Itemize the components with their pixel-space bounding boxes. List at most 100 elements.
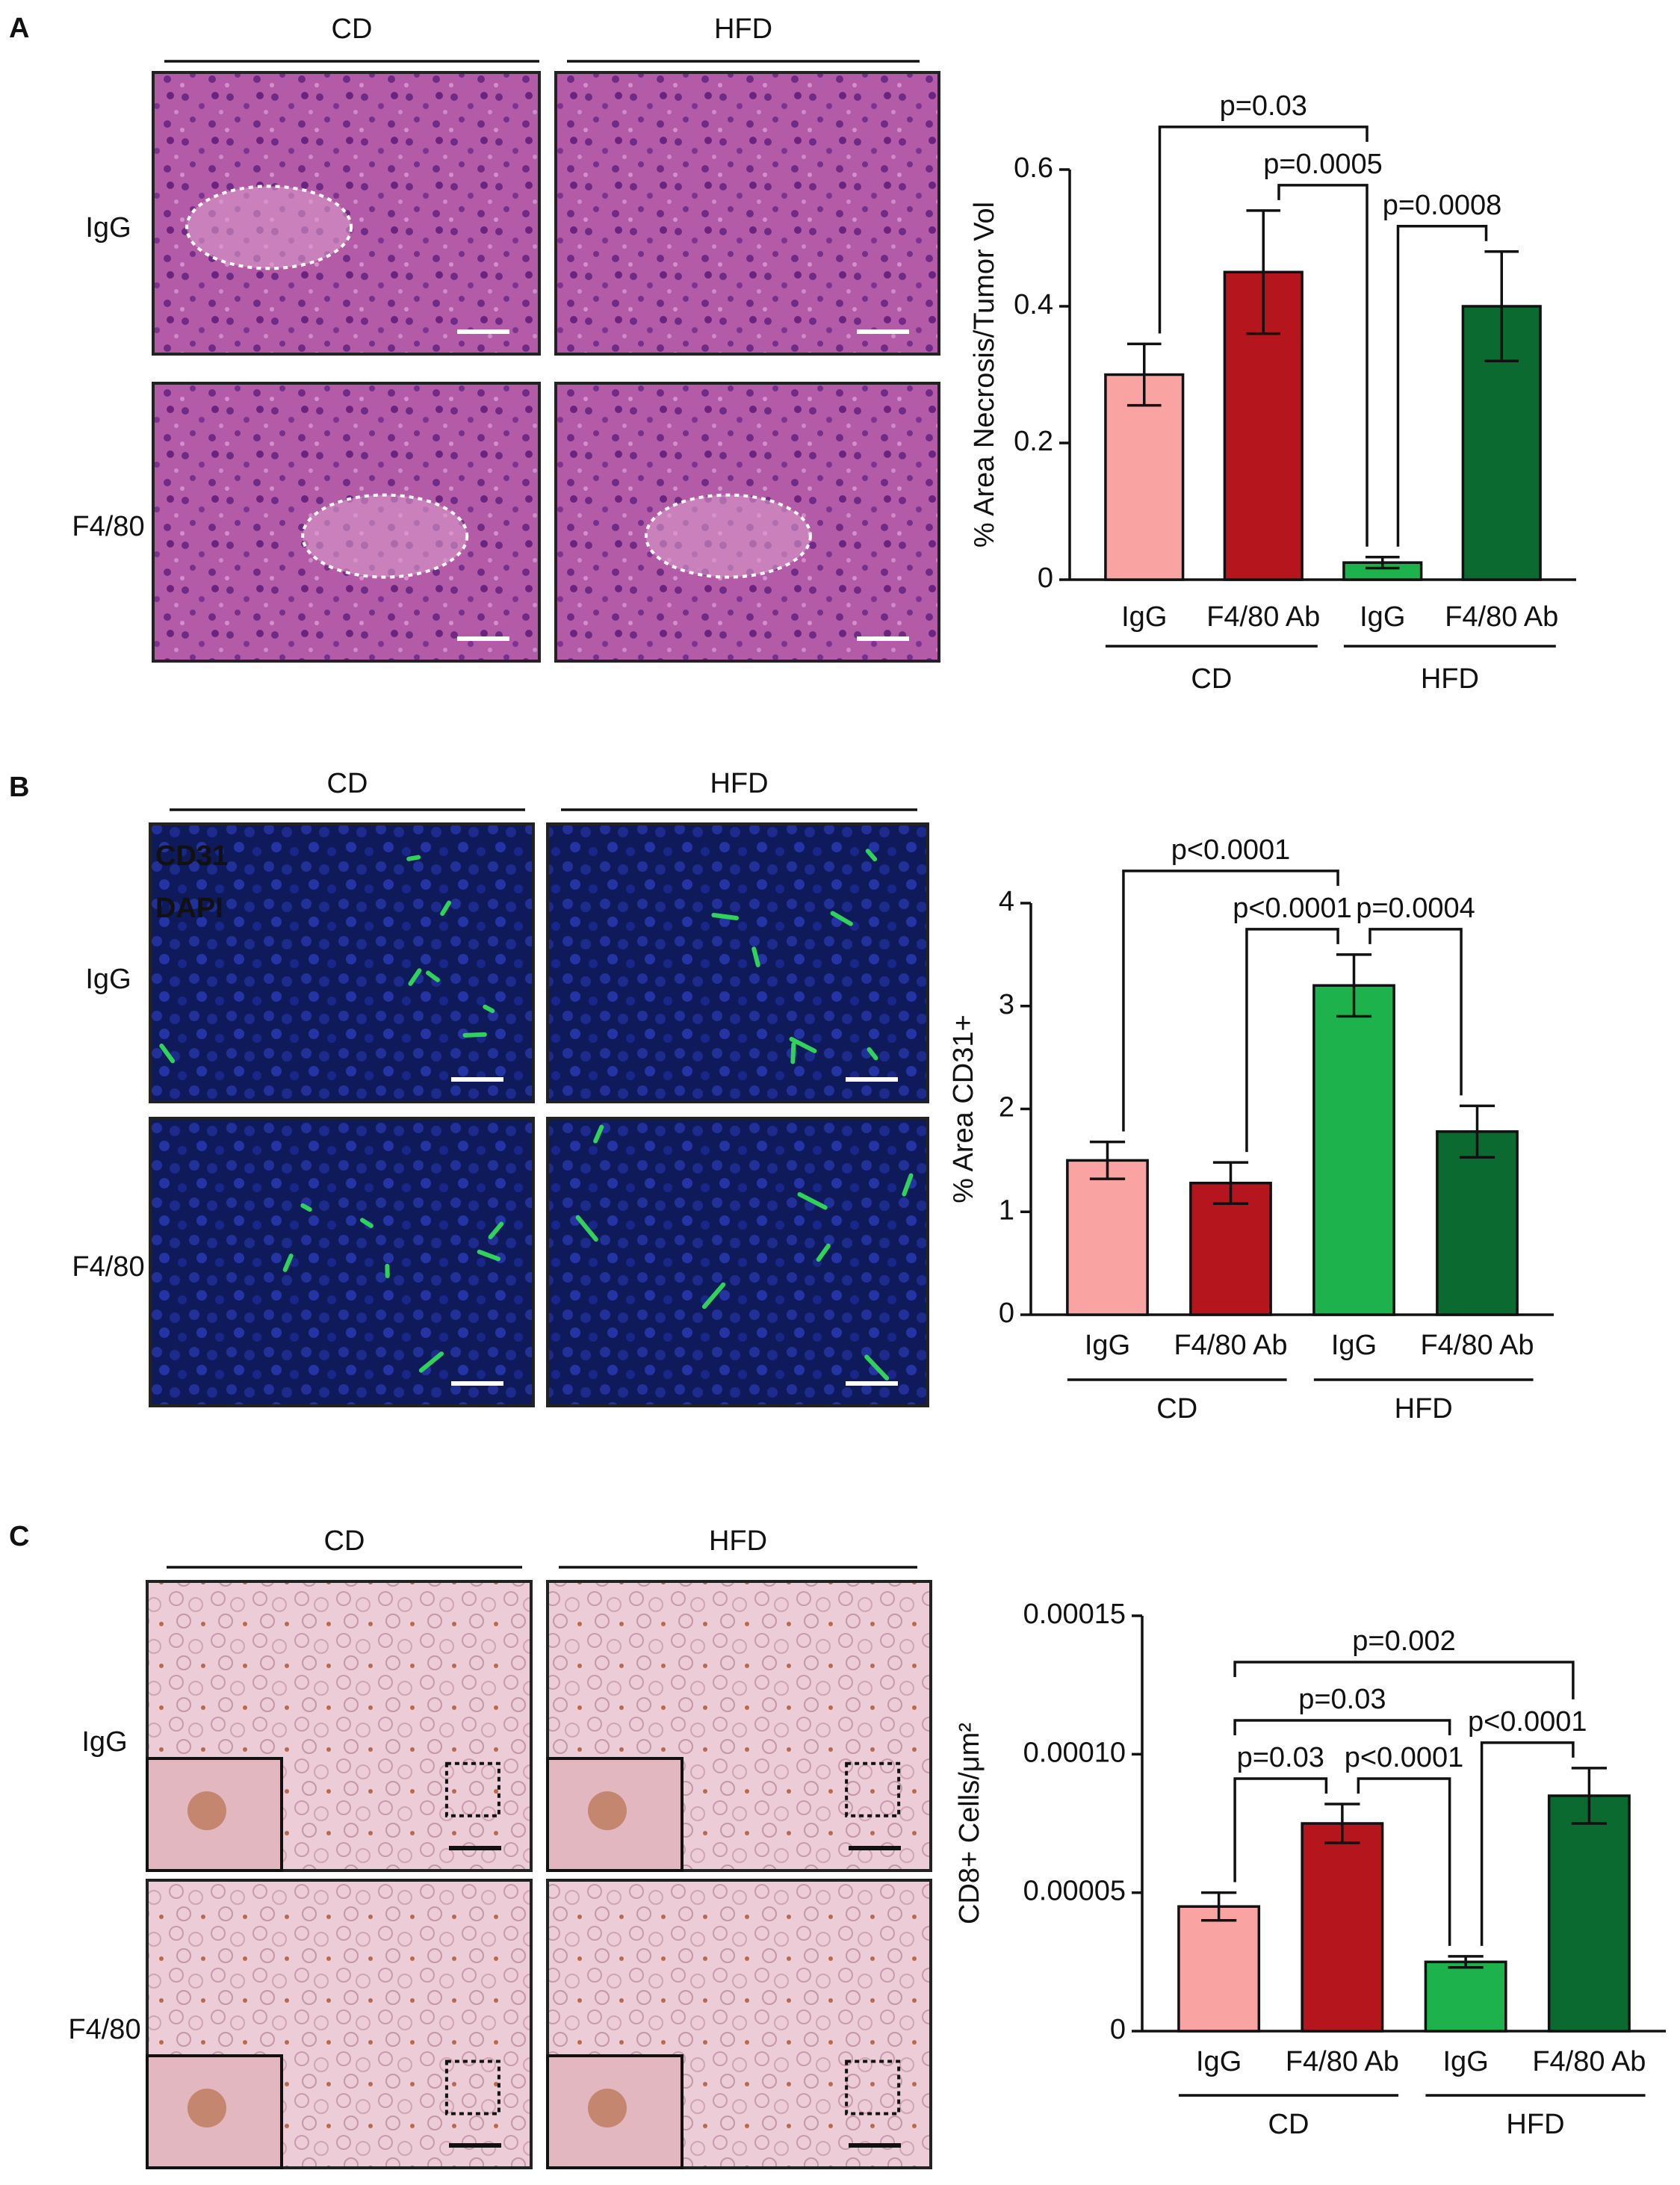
vessel: [408, 968, 422, 986]
panel-label: C: [9, 1521, 29, 1552]
p-value: p<0.0001: [1233, 893, 1352, 924]
column-header: HFD: [709, 1525, 767, 1557]
stain-label: CD31: [155, 840, 228, 872]
error-bar: [1324, 1803, 1360, 1844]
micrograph: [554, 71, 940, 356]
vessel: [406, 855, 421, 861]
p-value: p<0.0001: [1171, 834, 1291, 866]
group-label: HFD: [1421, 663, 1479, 695]
significance-bracket: [1480, 1741, 1575, 1946]
y-tick-label: 1: [999, 1194, 1014, 1226]
x-tick-label: IgG: [1196, 2046, 1242, 2077]
y-tick-label: 2: [999, 1092, 1014, 1124]
bar: [1436, 1130, 1519, 1316]
x-tick-label: IgG: [1085, 1330, 1130, 1361]
error-bar: [1089, 1140, 1126, 1180]
vessel: [902, 1173, 914, 1197]
inset-box: [444, 2060, 500, 2116]
y-axis-label: CD8+ Cells/μm²: [954, 1723, 985, 1924]
x-tick-label: F4/80 Ab: [1206, 601, 1320, 633]
error-bar: [1571, 1767, 1608, 1825]
vessel: [300, 1203, 312, 1212]
vessel: [864, 1354, 890, 1380]
p-value: p=0.0004: [1356, 893, 1475, 924]
p-value: p=0.03: [1220, 90, 1307, 122]
vessel: [159, 1044, 176, 1064]
vessel: [477, 1249, 501, 1262]
necrosis-outline: [644, 493, 812, 579]
vessel: [488, 1221, 504, 1239]
column-header: CD: [332, 13, 373, 45]
vessel: [575, 1215, 598, 1242]
error-bar: [1126, 342, 1162, 407]
significance-bracket: [1396, 225, 1488, 547]
vessel: [816, 1243, 831, 1262]
p-value: p=0.0008: [1383, 190, 1502, 221]
micrograph: [149, 1117, 535, 1407]
x-tick-label: F4/80 Ab: [1445, 601, 1558, 633]
error-bar: [1365, 556, 1400, 570]
stain-label: DAPI: [155, 893, 223, 924]
x-tick-label: F4/80 Ab: [1420, 1330, 1534, 1361]
significance-bracket: [1245, 928, 1339, 1153]
inset-cell: [187, 2089, 226, 2127]
error-bar: [1459, 1104, 1495, 1159]
y-tick-label: 4: [999, 886, 1014, 917]
group-label: CD: [1156, 1393, 1197, 1425]
vessel: [701, 1282, 726, 1310]
bar: [1177, 1905, 1261, 2033]
vessel: [867, 1047, 878, 1061]
necrosis-outline: [185, 185, 353, 270]
vessel: [418, 1351, 444, 1373]
necrosis-outline: [301, 493, 469, 579]
x-tick-label: F4/80 Ab: [1286, 2046, 1399, 2077]
vessel: [426, 970, 440, 982]
vessel: [830, 911, 853, 926]
y-tick-label: 0.00015: [1023, 1599, 1126, 1630]
y-tick-label: 0: [999, 1298, 1014, 1329]
bar: [1104, 373, 1185, 581]
column-header: HFD: [710, 768, 768, 799]
vessel: [797, 1191, 828, 1210]
inset-box: [845, 1761, 901, 1817]
vessel: [359, 1218, 373, 1228]
significance-bracket: [1122, 870, 1339, 1132]
bar: [1312, 984, 1395, 1316]
micrograph: [149, 822, 535, 1103]
bar: [1189, 1181, 1272, 1316]
bar: [1066, 1159, 1149, 1316]
p-value: p=0.03: [1298, 1684, 1386, 1715]
significance-bracket: [1233, 1777, 1328, 1882]
y-tick-label: 0.6: [1014, 152, 1053, 184]
column-header: HFD: [714, 13, 772, 45]
row-label: F4/80: [72, 511, 144, 542]
group-label: HFD: [1506, 2109, 1564, 2140]
row-label: F4/80: [68, 2014, 140, 2045]
p-value: p=0.0005: [1263, 149, 1383, 180]
significance-bracket: [1233, 1661, 1575, 1699]
inset-box: [845, 2060, 901, 2116]
vessel: [751, 946, 760, 967]
bar: [1301, 1822, 1384, 2033]
x-tick-label: IgG: [1331, 1330, 1377, 1361]
x-tick-label: IgG: [1360, 601, 1405, 633]
row-label: F4/80: [72, 1251, 144, 1283]
x-tick-label: IgG: [1443, 2046, 1489, 2077]
row-label: IgG: [85, 212, 131, 244]
significance-bracket: [1277, 184, 1369, 547]
y-tick-label: 0: [1110, 2014, 1126, 2045]
vessel: [282, 1253, 294, 1272]
inset-cell: [187, 1791, 226, 1830]
bar: [1547, 1794, 1631, 2033]
row-label: IgG: [81, 1726, 127, 1758]
significance-bracket: [1158, 125, 1369, 334]
panel-label: A: [9, 13, 29, 44]
error-bar: [1484, 250, 1519, 362]
y-tick-label: 0.2: [1014, 426, 1053, 457]
y-tick-label: 0.00010: [1023, 1737, 1126, 1768]
p-value: p<0.0001: [1468, 1706, 1587, 1738]
significance-bracket: [1369, 928, 1463, 1096]
inset-cell: [588, 2089, 627, 2127]
micrograph: [546, 822, 929, 1103]
error-bar: [1448, 1955, 1484, 1969]
